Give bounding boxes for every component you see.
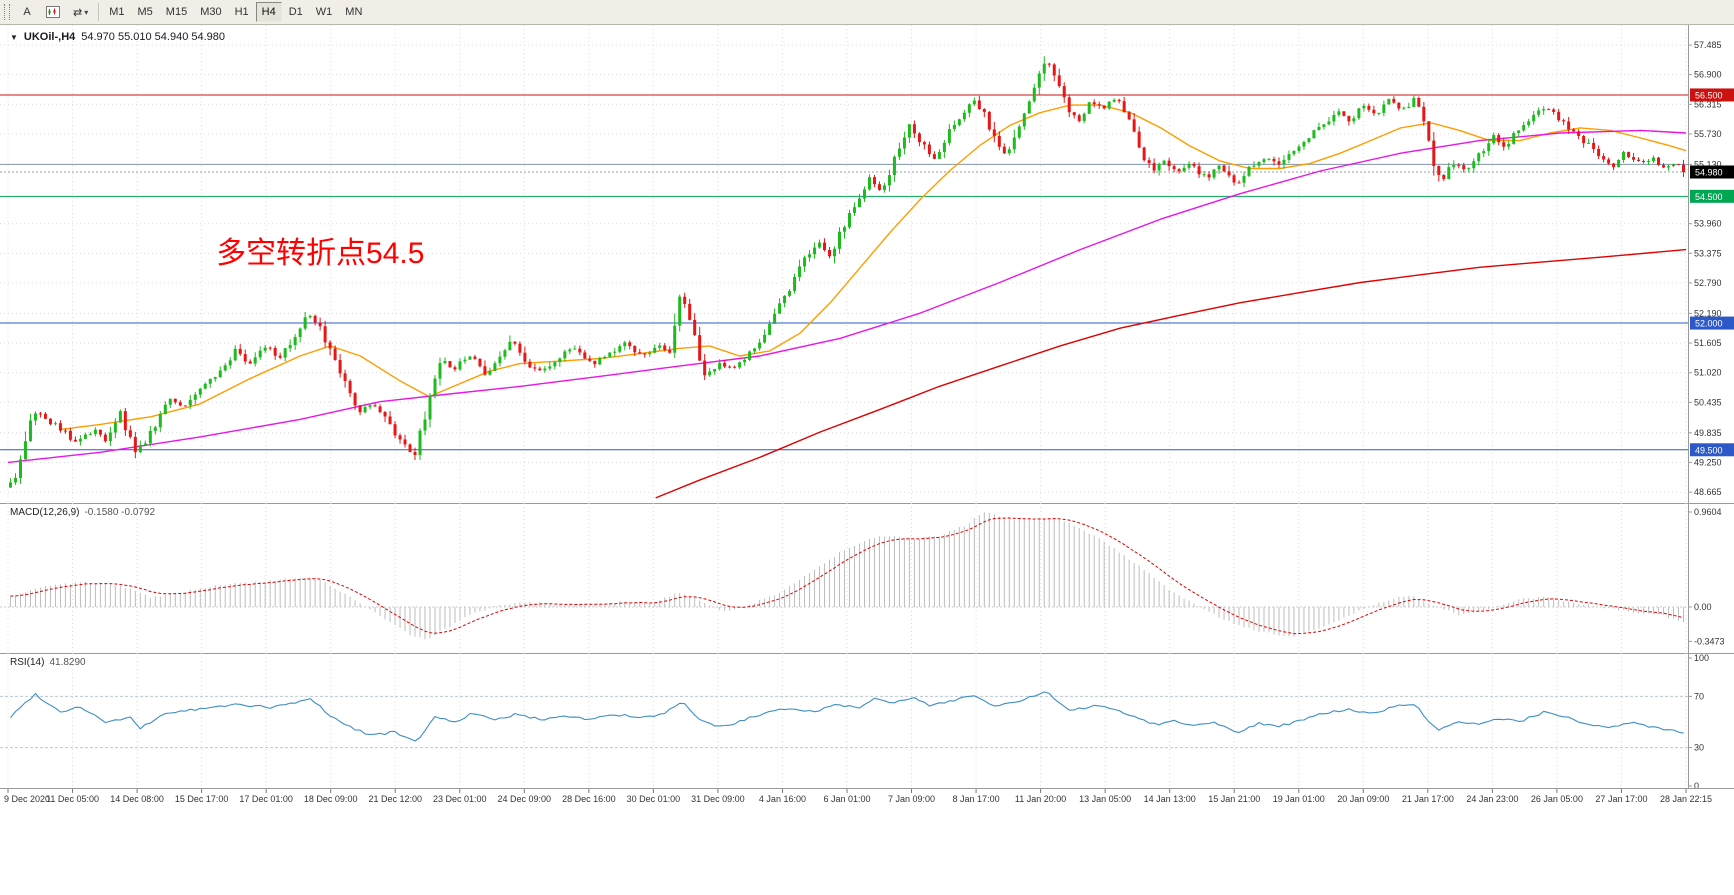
timeframe-button-m5[interactable]: M5: [132, 2, 159, 22]
time-label: 8 Jan 17:00: [952, 794, 1000, 804]
timeframe-button-h4[interactable]: H4: [255, 2, 282, 22]
timeframe-button-m1[interactable]: M1: [103, 2, 130, 22]
price-tick: 56.900: [1694, 70, 1722, 80]
candles: [8, 56, 1686, 488]
time-label: 14 Dec 08:00: [110, 794, 164, 804]
price-chart-panel[interactable]: 57.485 56.900 56.315 55.730 55.130 53.960 53.3…: [0, 25, 1734, 503]
toolbar: A ⇄ ▾ M1 M5 M15 M30 H1 H4 D1 W1 MN: [0, 0, 1734, 25]
time-label: 24 Jan 23:00: [1466, 794, 1519, 804]
timeframe-button-mn[interactable]: MN: [339, 2, 368, 22]
rsi-axis-tick: 100: [1694, 653, 1709, 663]
time-label: 6 Jan 01:00: [823, 794, 871, 804]
price-tick: 53.960: [1694, 219, 1722, 229]
time-label: 17 Dec 01:00: [239, 794, 293, 804]
price-tick: 56.315: [1694, 99, 1722, 109]
timeframe-button-d1[interactable]: D1: [283, 2, 309, 22]
time-label: 20 Jan 09:00: [1337, 794, 1390, 804]
rsi-canvas[interactable]: 100 70 30 0: [0, 653, 1734, 788]
toolbar-drag-handle[interactable]: [4, 4, 10, 20]
price-tick: 53.375: [1694, 248, 1722, 258]
price-tick: 52.190: [1694, 308, 1722, 318]
chart-window-button[interactable]: [40, 2, 66, 22]
time-label: 26 Jan 05:00: [1530, 794, 1583, 804]
time-label: 18 Dec 09:00: [303, 794, 358, 804]
price-tick: 48.665: [1694, 487, 1722, 497]
time-axis[interactable]: 9 Dec 2020 11 Dec 05:00 14 Dec 08:00 15 Dec…: [0, 788, 1734, 810]
price-tick: 49.250: [1694, 457, 1722, 467]
time-axis-ticks: [0, 788, 1734, 793]
time-label: 15 Dec 17:00: [174, 794, 229, 804]
price-tick: 50.435: [1694, 397, 1722, 407]
chart-frame-icon: [46, 6, 60, 18]
timeframe-button-w1[interactable]: W1: [310, 2, 339, 22]
time-label: 21 Jan 17:00: [1401, 794, 1454, 804]
cycle-symbols-button[interactable]: ⇄ ▾: [67, 2, 94, 22]
price-badge-label: 52.000: [1695, 319, 1723, 329]
time-label: 4 Jan 16:00: [758, 794, 806, 804]
macd-signal-line[interactable]: [10, 517, 1684, 635]
rsi-axis-tick: 0: [1694, 781, 1699, 788]
price-tick: 49.835: [1694, 428, 1722, 438]
chart-annotation[interactable]: 多空转折点54.5: [216, 236, 425, 270]
timeframe-button-m30[interactable]: M30: [194, 2, 227, 22]
price-badge-56.500: [1690, 88, 1734, 102]
price-tick: 55.130: [1694, 159, 1722, 169]
cursor-tool-button[interactable]: A: [15, 2, 39, 22]
macd-canvas[interactable]: 0.9604 0.00 -0.3473: [0, 503, 1734, 653]
time-label: 28 Dec 16:00: [562, 794, 616, 804]
price-tick: 51.605: [1694, 338, 1722, 348]
time-label: 30 Dec 01:00: [626, 794, 681, 804]
time-label: 23 Dec 01:00: [432, 794, 487, 804]
time-label: 15 Jan 21:00: [1208, 794, 1261, 804]
cycle-arrows-icon: ⇄: [73, 6, 83, 19]
time-label: 21 Dec 12:00: [368, 794, 422, 804]
ma-fast-line[interactable]: [59, 104, 1687, 431]
timeframe-group: M1 M5 M15 M30 H1 H4 D1 W1 MN: [103, 2, 368, 22]
chevron-down-icon: ▾: [84, 7, 89, 17]
price-badge-label: 56.500: [1695, 90, 1723, 100]
price-tick: 55.730: [1694, 129, 1722, 139]
price-badge-label: 54.980: [1695, 167, 1723, 177]
price-badge-label: 54.500: [1695, 192, 1723, 202]
time-label: 28 Jan 22:15: [1659, 794, 1713, 804]
price-tick: 57.485: [1694, 40, 1722, 50]
price-badge-49.500: [1690, 443, 1734, 457]
time-label: 11 Dec 05:00: [46, 794, 99, 804]
price-tick: 51.020: [1694, 368, 1722, 378]
price-axis[interactable]: 57.485 56.900 56.315 55.730 55.130 53.960 53.3…: [1689, 40, 1734, 497]
price-badge-52.000: [1690, 316, 1734, 330]
ma-medium-line[interactable]: [7, 129, 1687, 464]
toolbar-separator: [98, 3, 100, 21]
time-label: 13 Jan 05:00: [1079, 794, 1132, 804]
timeframe-button-h1[interactable]: H1: [229, 2, 255, 22]
time-label: 24 Dec 09:00: [497, 794, 552, 804]
time-label: 14 Jan 13:00: [1143, 794, 1196, 804]
price-chart-canvas[interactable]: 57.485 56.900 56.315 55.730 55.130 53.960 53.3…: [0, 25, 1734, 503]
time-label: 31 Dec 09:00: [691, 794, 745, 804]
price-badge-54.500: [1690, 189, 1734, 203]
macd-panel[interactable]: 0.9604 0.00 -0.3473: [0, 503, 1734, 653]
rsi-axis-tick: 70: [1694, 691, 1704, 701]
time-label: 7 Jan 09:00: [888, 794, 936, 804]
time-label: 19 Jan 01:00: [1272, 794, 1325, 804]
macd-axis-tick: -0.3473: [1694, 636, 1725, 646]
rsi-panel[interactable]: 100 70 30 0: [0, 653, 1734, 788]
time-label: 27 Jan 17:00: [1595, 794, 1648, 804]
price-badge-54.980: [1690, 165, 1734, 179]
macd-axis-tick: 0.9604: [1694, 507, 1722, 517]
macd-histogram: [9, 512, 1685, 640]
time-label: 9 Dec 2020: [4, 794, 51, 804]
ma-slow-line[interactable]: [655, 248, 1687, 499]
price-badge-label: 49.500: [1695, 445, 1723, 455]
macd-axis-tick: 0.00: [1694, 602, 1712, 612]
time-label: 11 Jan 20:00: [1014, 794, 1067, 804]
rsi-axis-tick: 30: [1694, 743, 1704, 753]
timeframe-button-m15[interactable]: M15: [160, 2, 193, 22]
rsi-line[interactable]: [10, 691, 1684, 742]
price-tick: 52.790: [1694, 278, 1722, 288]
